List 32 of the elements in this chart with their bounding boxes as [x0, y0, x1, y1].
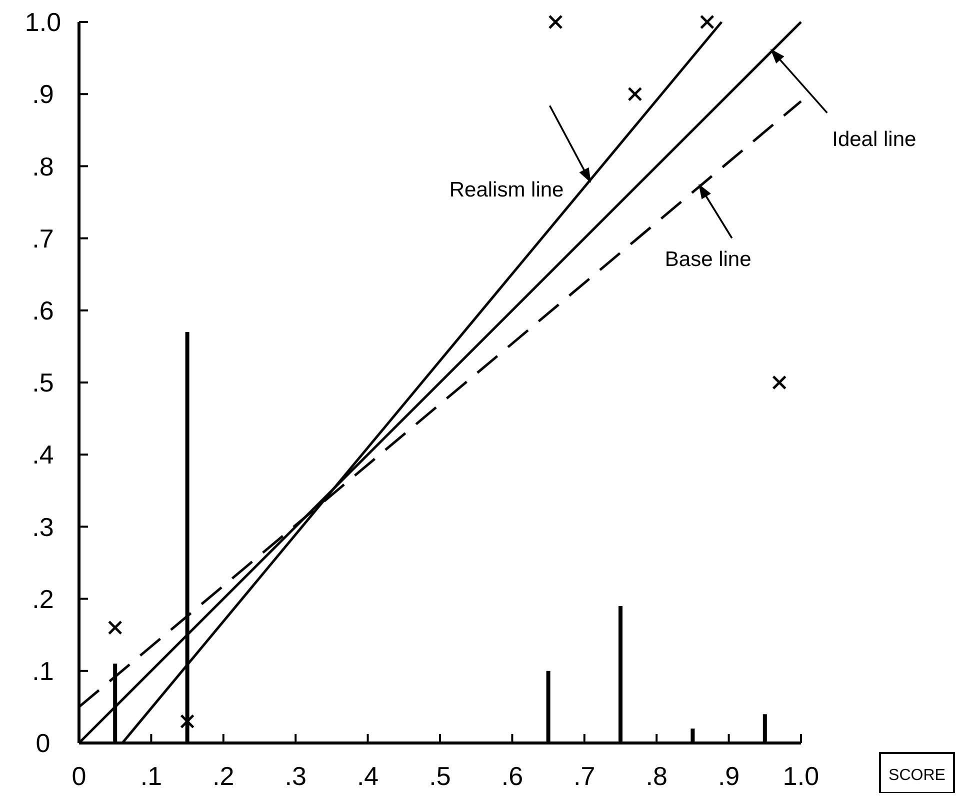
- point: [700, 14, 714, 30]
- y-tick-label: .3: [32, 512, 54, 542]
- x-tick-label: .1: [140, 761, 162, 791]
- point: [628, 86, 642, 102]
- y-tick-label: .1: [32, 656, 54, 686]
- series-label: Base line: [664, 248, 752, 272]
- x-tick-label: .3: [284, 761, 306, 791]
- point: [772, 375, 787, 390]
- x-tick-label: .5: [429, 761, 451, 791]
- x-tick-label: 1.0: [782, 761, 820, 791]
- x-tick-label: .4: [356, 761, 379, 791]
- y-tick-label: .5: [32, 368, 54, 398]
- x-axis-title: SCORE: [888, 767, 946, 784]
- y-tick-label: .8: [32, 151, 54, 182]
- point: [548, 14, 563, 30]
- y-tick-label: .2: [32, 584, 54, 614]
- y-tick-label: .4: [32, 440, 54, 470]
- y-tick-label: 1.0: [24, 7, 62, 38]
- y-tick-label: .9: [32, 79, 54, 110]
- x-tick-label: .9: [718, 761, 740, 791]
- x-tick-label: 0: [72, 761, 86, 791]
- y-tick-label: .6: [32, 296, 54, 326]
- x-tick-label: .7: [574, 761, 596, 791]
- point: [180, 714, 195, 729]
- y-tick-label: 0: [36, 728, 50, 758]
- x-tick-label: .2: [212, 761, 234, 791]
- y-tick-label: .7: [32, 223, 54, 254]
- x-tick-label: .8: [646, 761, 668, 791]
- text: Ideal line: [832, 128, 916, 151]
- series-label: Realism line: [449, 178, 564, 202]
- point: [108, 620, 122, 635]
- x-tick-label: .6: [501, 761, 524, 791]
